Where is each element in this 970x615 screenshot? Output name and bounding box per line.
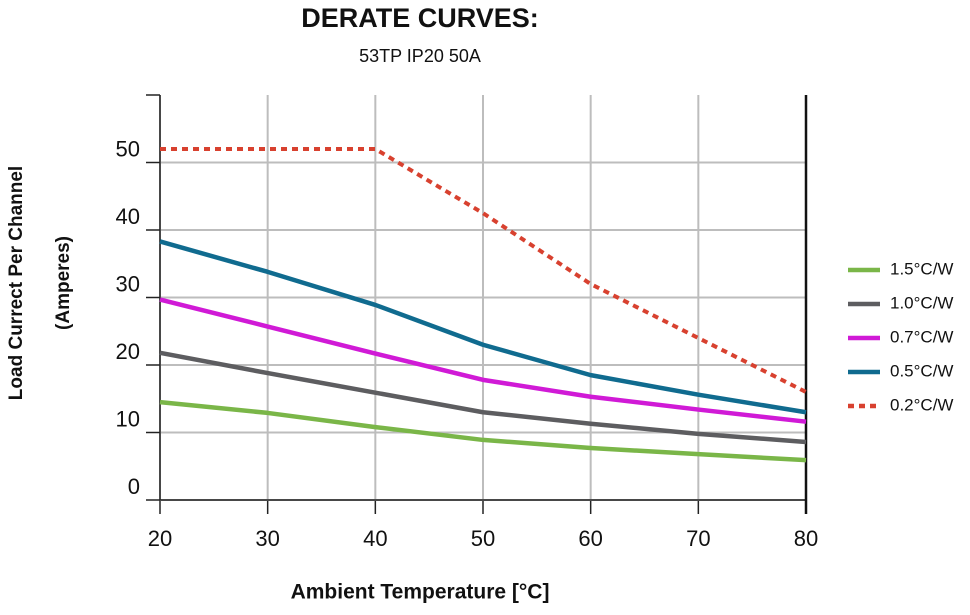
legend-label: 0.5°C/W xyxy=(890,361,953,380)
legend-label: 1.0°C/W xyxy=(890,293,953,312)
legend-label: 0.7°C/W xyxy=(890,327,953,346)
y-tick-label: 20 xyxy=(116,339,140,364)
y-tick-label: 10 xyxy=(116,406,140,431)
chart-subtitle: 53TP IP20 50A xyxy=(359,46,481,66)
series-line xyxy=(159,350,807,445)
y-tick-label: 50 xyxy=(116,136,140,161)
series-line xyxy=(159,399,807,463)
y-tick-label: 0 xyxy=(128,474,140,499)
x-tick-label: 70 xyxy=(686,526,710,551)
series-line xyxy=(159,297,807,424)
x-tick-label: 40 xyxy=(363,526,387,551)
x-tick-label: 80 xyxy=(794,526,818,551)
y-axis-label: (Amperes) xyxy=(53,236,74,330)
y-tick-label: 30 xyxy=(116,271,140,296)
x-axis-label: Ambient Temperature [°C] xyxy=(291,581,550,604)
legend-label: 1.5°C/W xyxy=(890,259,953,278)
chart-title: DERATE CURVES: xyxy=(301,3,539,33)
series-line xyxy=(159,239,807,415)
y-tick-label: 40 xyxy=(116,204,140,229)
x-tick-label: 50 xyxy=(471,526,495,551)
legend-label: 0.2°C/W xyxy=(890,395,953,414)
y-axis-label: Load Currect Per Channel xyxy=(6,166,27,400)
x-tick-label: 30 xyxy=(255,526,279,551)
x-tick-label: 20 xyxy=(148,526,172,551)
x-tick-label: 60 xyxy=(578,526,602,551)
